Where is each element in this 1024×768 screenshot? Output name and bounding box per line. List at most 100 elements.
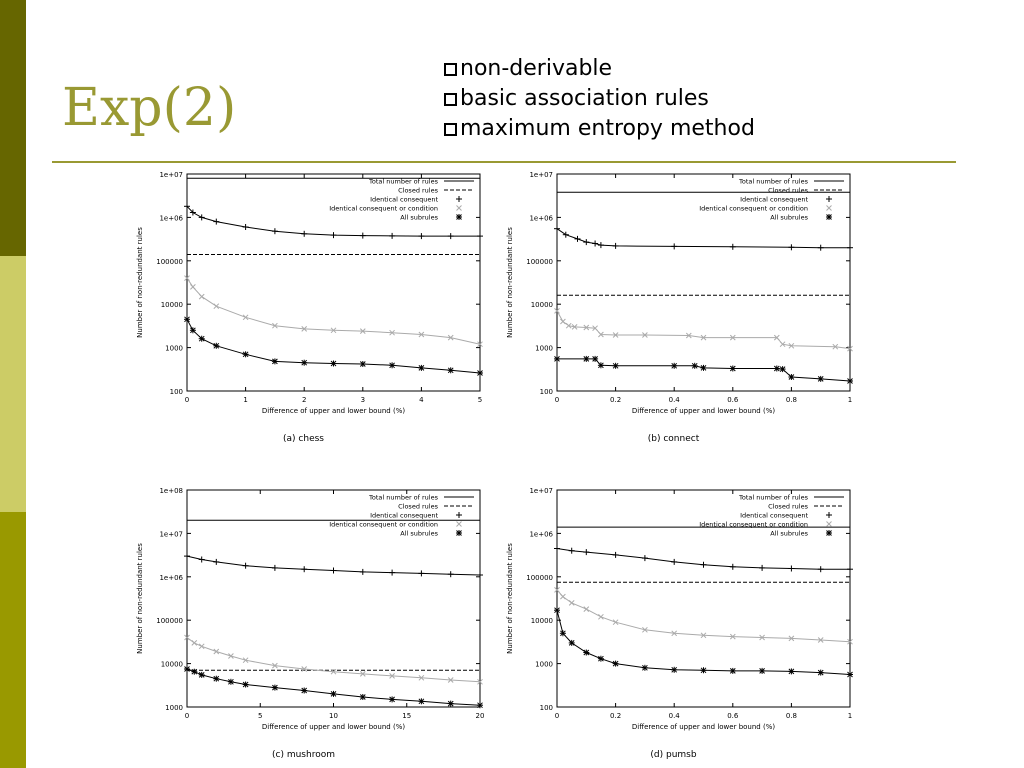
data-point [817, 566, 824, 573]
legend-swatch [456, 530, 462, 536]
data-point [598, 613, 604, 620]
data-point [847, 345, 853, 352]
legend-label: Identical consequent or condition [699, 205, 808, 213]
legend-label: Identical consequent or condition [329, 521, 438, 529]
data-point [330, 327, 337, 334]
plot-frame [556, 489, 851, 708]
legend-label: Identical consequent [740, 512, 808, 520]
x-axis-label: Difference of upper and lower bound (%) [632, 407, 775, 415]
x-tick-label: 5 [478, 396, 482, 404]
legend-entry: Identical consequent [740, 512, 832, 520]
sidebar-stripe-bottom [0, 512, 26, 768]
data-point [198, 335, 205, 342]
legend-label: All subrules [770, 214, 808, 222]
data-point [568, 639, 575, 646]
data-point [477, 341, 483, 348]
bullet-item: non-derivable [444, 54, 755, 84]
data-point [641, 664, 648, 671]
data-point [779, 341, 786, 348]
y-tick-label: 100 [540, 388, 553, 396]
legend-label: Closed rules [398, 503, 438, 511]
data-point [562, 231, 569, 238]
series-line [186, 668, 481, 706]
data-point [330, 567, 337, 574]
legend-label: Total number of rules [738, 178, 809, 186]
data-point [568, 600, 575, 606]
data-point [592, 325, 598, 332]
data-point [832, 343, 839, 350]
series-line [556, 589, 851, 643]
data-point [592, 355, 599, 362]
data-point [574, 235, 581, 242]
data-point [418, 674, 425, 681]
x-tick-label: 0.4 [669, 396, 681, 404]
x-tick-label: 0.2 [610, 396, 621, 404]
x-tick-label: 0 [555, 712, 559, 720]
data-point [788, 635, 795, 642]
legend-entry: All subrules [400, 214, 462, 222]
y-tick-label: 1000 [165, 345, 183, 353]
data-point [271, 228, 278, 235]
data-point [773, 365, 780, 372]
y-tick-label: 10000 [531, 301, 553, 309]
y-tick-label: 1e+07 [529, 171, 553, 179]
data-point [359, 671, 366, 677]
data-point [359, 361, 366, 367]
data-point [642, 626, 648, 633]
legend-label: All subrules [400, 214, 438, 222]
data-point [817, 637, 824, 643]
data-point [242, 351, 249, 358]
data-point [565, 322, 572, 329]
x-tick-label: 0.6 [727, 396, 739, 404]
data-point [671, 243, 678, 250]
y-axis-label: Number of non-redundant rules [136, 543, 144, 654]
data-point [729, 334, 736, 341]
data-point [198, 643, 205, 650]
x-tick-label: 3 [361, 396, 365, 404]
data-point [817, 375, 824, 382]
series-line [556, 228, 850, 249]
legend-label: All subrules [400, 530, 438, 538]
data-point [213, 675, 220, 682]
x-tick-label: 15 [402, 712, 411, 720]
data-point [242, 224, 249, 230]
legend-label: Total number of rules [738, 494, 809, 502]
legend-entry: Closed rules [398, 187, 474, 195]
bullet-list: non-derivable basic association rules ma… [444, 54, 755, 144]
data-point [612, 660, 619, 667]
data-point [612, 551, 619, 558]
data-point [330, 232, 337, 239]
data-point [583, 355, 590, 362]
legend-swatch [826, 521, 832, 527]
legend-swatch [456, 205, 462, 211]
data-point [271, 358, 278, 365]
data-point [759, 667, 766, 674]
data-point [359, 328, 366, 334]
series-line [186, 277, 481, 345]
data-point [271, 564, 278, 571]
data-point [729, 667, 736, 674]
data-point [583, 649, 590, 656]
data-point [418, 331, 425, 338]
data-point [330, 668, 337, 675]
y-axis-label: Number of non-redundant rules [136, 227, 144, 338]
data-point [583, 324, 590, 331]
y-tick-label: 100 [170, 388, 183, 396]
legend-entry: Total number of rules [738, 494, 844, 502]
plot-frame [556, 173, 851, 392]
data-point [788, 565, 795, 572]
data-point [227, 678, 234, 685]
data-point [729, 563, 736, 570]
legend-label: Identical consequent [370, 512, 438, 520]
data-point [389, 362, 396, 369]
legend-label: Closed rules [768, 187, 808, 195]
y-tick-label: 1e+06 [529, 530, 553, 538]
chart-caption: (c) mushroom [272, 750, 335, 760]
legend-entry: Total number of rules [368, 178, 474, 186]
plot-frame [186, 173, 481, 392]
y-tick-label: 1e+07 [529, 487, 553, 495]
data-point [773, 334, 780, 341]
data-point [554, 587, 560, 593]
legend-swatch [456, 196, 462, 202]
legend-entry: Identical consequent or condition [329, 521, 462, 529]
